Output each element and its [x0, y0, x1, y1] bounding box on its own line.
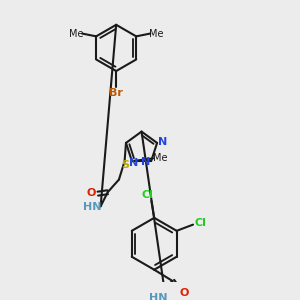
Text: O: O — [180, 288, 189, 298]
Text: N: N — [142, 157, 151, 167]
Text: Me: Me — [69, 28, 83, 38]
Text: O: O — [87, 188, 96, 198]
Text: Cl: Cl — [141, 190, 153, 200]
Text: Br: Br — [109, 88, 123, 98]
Text: Me: Me — [149, 28, 164, 38]
Text: S: S — [122, 160, 129, 170]
Text: HN: HN — [83, 202, 102, 212]
Text: N: N — [158, 136, 167, 146]
Text: Me: Me — [153, 153, 167, 164]
Text: HN: HN — [149, 293, 168, 300]
Text: N: N — [129, 158, 138, 168]
Text: Cl: Cl — [195, 218, 207, 229]
